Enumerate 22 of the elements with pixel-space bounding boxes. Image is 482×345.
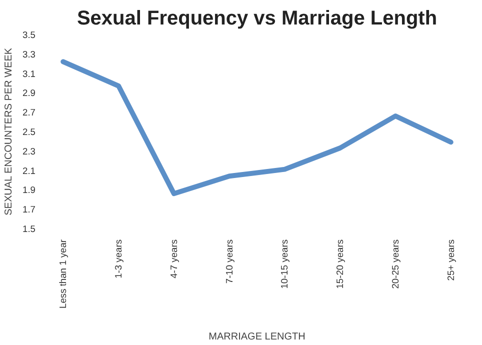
x-tick-label: 25+ years	[446, 239, 456, 281]
y-tick-label: 2.3	[22, 146, 36, 156]
x-tick-label: 7-10 years	[224, 239, 234, 284]
y-tick-label: 1.9	[22, 185, 36, 196]
x-tick-label: 4-7 years	[168, 239, 179, 278]
x-tick-label: Less than 1 year	[58, 240, 68, 308]
x-tick-label: 15-20 years	[335, 239, 346, 289]
y-tick-label: 1.5	[22, 224, 36, 234]
y-tick-label: 2.1	[22, 166, 36, 176]
y-tick-label: 3.1	[22, 68, 36, 79]
chart-title: Sexual Frequency vs Marriage Length	[76, 8, 438, 30]
y-tick-label: 3.5	[22, 30, 36, 40]
y-tick-label: 2.9	[22, 88, 36, 98]
y-tick-label: 1.7	[22, 204, 36, 215]
y-tick-label: 3.3	[22, 49, 36, 60]
x-axis-title: MARRIAGE LENGTH	[208, 331, 306, 342]
x-tick-label: 10-15 years	[280, 239, 290, 289]
y-tick-label: 2.5	[22, 127, 36, 137]
x-tick-label: 20-25 years	[390, 239, 400, 289]
y-tick-label: 2.7	[22, 108, 36, 118]
x-tick-label: 1-3 years	[114, 239, 124, 278]
y-axis-title: SEXUAL ENCOUNTERS PER WEEK	[4, 48, 15, 216]
